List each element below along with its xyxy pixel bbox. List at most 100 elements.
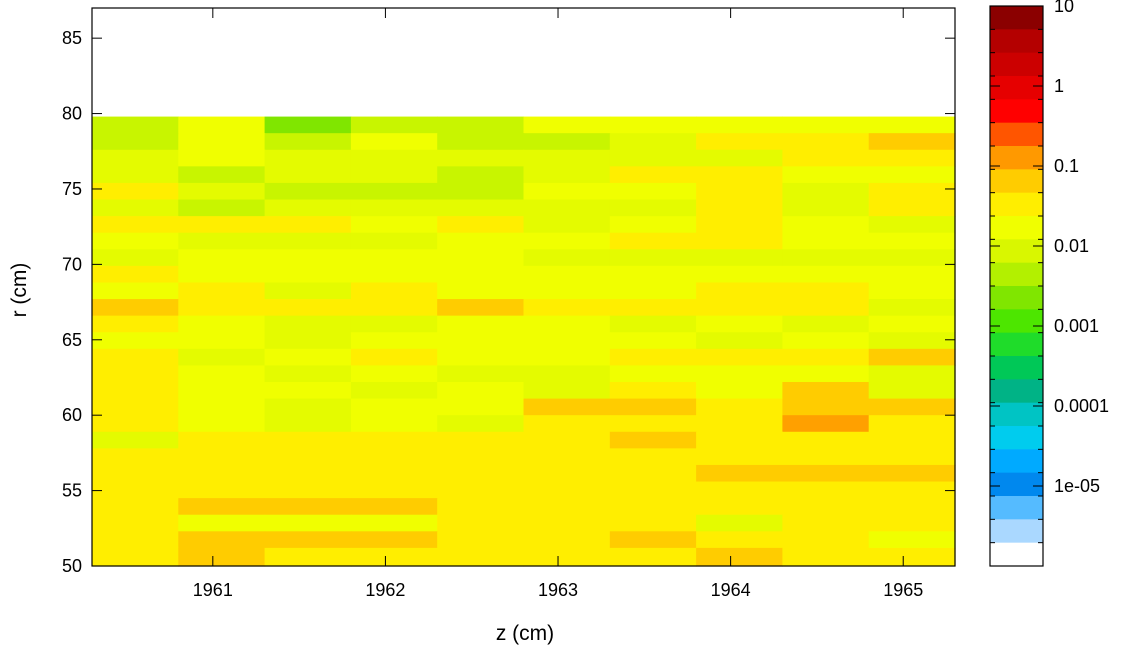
- heatmap-cell: [868, 216, 956, 234]
- heatmap-cell: [437, 216, 525, 234]
- heatmap-cell: [437, 514, 525, 532]
- heatmap-cell: [92, 531, 179, 549]
- heatmap-cell: [264, 498, 352, 516]
- heatmap-cell: [523, 448, 611, 466]
- heatmap-cell: [868, 531, 956, 549]
- heatmap-cell: [868, 431, 956, 449]
- heatmap-cell: [178, 282, 266, 300]
- heatmap-cell: [609, 299, 697, 317]
- heatmap-cell: [437, 464, 525, 483]
- heatmap-cell: [868, 382, 956, 400]
- heatmap-cell: [178, 166, 266, 184]
- colorbar-level: [990, 472, 1043, 497]
- colorbar-level: [990, 449, 1043, 474]
- heatmap-cells: [92, 116, 956, 567]
- heatmap-cell: [178, 216, 266, 234]
- heatmap-cell: [696, 365, 783, 383]
- heatmap-cell: [264, 133, 352, 151]
- heatmap-cell: [782, 431, 870, 449]
- heatmap-cell: [178, 464, 266, 483]
- heatmap-cell: [523, 149, 611, 167]
- heatmap-cell: [868, 249, 956, 267]
- heatmap-cell: [437, 498, 525, 516]
- heatmap-cell: [92, 149, 179, 167]
- heatmap-cell: [523, 431, 611, 449]
- heatmap-cell: [868, 182, 956, 201]
- heatmap-cell: [178, 531, 266, 549]
- heatmap-cell: [782, 514, 870, 532]
- heatmap-cell: [437, 299, 525, 317]
- heatmap-cell: [92, 398, 179, 416]
- heatmap-cell: [609, 199, 697, 217]
- colorbar-level: [990, 216, 1043, 240]
- heatmap-cell: [868, 398, 956, 416]
- x-axis-title: z (cm): [496, 622, 554, 645]
- colorbar: 10 1 0.1 0.01 0.001 0.0001 1e-05: [989, 0, 1109, 567]
- heatmap-cell: [609, 216, 697, 234]
- heatmap-cell: [350, 116, 438, 134]
- heatmap-cell: [782, 199, 870, 217]
- heatmap-cell: [782, 315, 870, 333]
- heatmap-cell: [523, 166, 611, 184]
- y-tick-label: 85: [62, 28, 82, 48]
- heatmap-cell: [696, 431, 783, 449]
- heatmap-cell: [437, 382, 525, 400]
- heatmap-cell: [437, 315, 525, 333]
- heatmap-cell: [609, 448, 697, 466]
- heatmap-cell: [868, 265, 956, 284]
- colorbar-tick-label: 0.1: [1054, 156, 1079, 176]
- heatmap-cell: [868, 166, 956, 184]
- heatmap-cell: [696, 332, 783, 350]
- heatmap-cell: [178, 431, 266, 449]
- heatmap-cell: [609, 332, 697, 350]
- colorbar-level: [990, 52, 1043, 77]
- heatmap-cell: [868, 481, 956, 499]
- heatmap-cell: [178, 547, 266, 567]
- heatmap-cell: [868, 332, 956, 350]
- colorbar-tick-label: 10: [1054, 0, 1074, 16]
- colorbar-level: [990, 356, 1043, 380]
- heatmap-cell: [178, 265, 266, 284]
- heatmap-cell: [92, 166, 179, 184]
- heatmap-cell: [782, 116, 870, 134]
- heatmap-cell: [782, 282, 870, 300]
- colorbar-tick-label: 0.01: [1054, 236, 1089, 256]
- heatmap-cell: [696, 531, 783, 549]
- heatmap-cell: [523, 182, 611, 201]
- heatmap-cell: [92, 464, 179, 483]
- y-tick-label: 75: [62, 179, 82, 199]
- heatmap-cell: [868, 547, 956, 567]
- heatmap-cell: [609, 547, 697, 567]
- heatmap-cell: [782, 149, 870, 167]
- heatmap-cell: [92, 431, 179, 449]
- heatmap-cell: [350, 282, 438, 300]
- heatmap-cell: [178, 498, 266, 516]
- heatmap-cell: [264, 365, 352, 383]
- heatmap-cell: [264, 149, 352, 167]
- heatmap-cell: [696, 464, 783, 483]
- heatmap-cell: [523, 299, 611, 317]
- heatmap-cell: [437, 448, 525, 466]
- heatmap-cell: [523, 365, 611, 383]
- heatmap-cell: [92, 299, 179, 317]
- heatmap-cell: [782, 547, 870, 567]
- heatmap-cell: [782, 498, 870, 516]
- x-tick-label: 1965: [883, 580, 923, 600]
- heatmap-cell: [264, 282, 352, 300]
- heatmap-cell: [868, 232, 956, 250]
- heatmap-cell: [350, 265, 438, 284]
- heatmap-cell: [523, 531, 611, 549]
- heatmap-cell: [782, 531, 870, 549]
- heatmap-cell: [696, 199, 783, 217]
- y-tick-label: 50: [62, 556, 82, 576]
- heatmap-cell: [178, 448, 266, 466]
- heatmap-cell: [92, 116, 179, 134]
- heatmap-cell: [782, 464, 870, 483]
- heatmap-cell: [92, 547, 179, 567]
- heatmap-cell: [178, 415, 266, 433]
- heatmap-cell: [437, 547, 525, 567]
- heatmap-cell: [437, 531, 525, 549]
- heatmap-cell: [92, 182, 179, 201]
- heatmap-cell: [782, 182, 870, 201]
- heatmap-cell: [523, 498, 611, 516]
